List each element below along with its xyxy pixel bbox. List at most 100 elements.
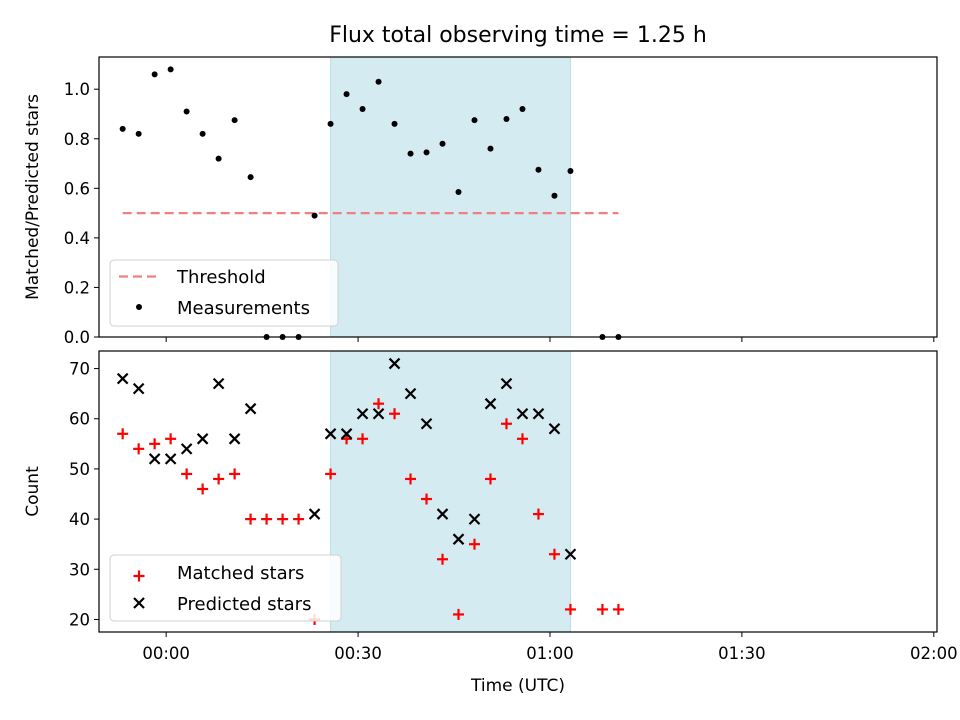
predicted-point [148,453,161,465]
matched-point [373,398,385,410]
legend-matched-label: Matched stars [177,563,304,584]
measurement-point [183,108,190,115]
matched-point [197,483,209,495]
legend-measurements-label: Measurements [177,298,310,319]
y-tick-label: 0.6 [64,179,90,198]
matched-point [612,603,624,615]
measurement-point [119,125,126,132]
x-axis-label: Time (UTC) [470,676,565,696]
ratio-panel-shaded-span [330,56,571,338]
predicted-point [116,372,129,385]
matched-point [500,418,512,430]
y-tick-label: 1.0 [64,80,90,99]
predicted-point [468,513,481,525]
measurement-point [247,174,254,181]
matched-point [229,468,241,480]
predicted-point [548,422,561,435]
predicted-point [228,433,241,445]
measurement-point [311,212,318,219]
x-tick-label: 02:00 [910,644,958,663]
predicted-point [308,508,321,520]
measurement-point [535,166,542,173]
matched-point [405,473,417,485]
measurement-point [471,117,478,124]
y-tick-label: 0.4 [64,229,90,248]
x-tick-label: 00:30 [334,644,382,663]
y-tick-label: 0.2 [64,278,90,297]
matched-point [437,553,449,565]
measurement-point [439,140,446,147]
matched-point [453,608,465,620]
predicted-point [404,387,417,400]
matched-point [564,603,576,615]
x-tick-label: 01:00 [526,644,574,663]
measurement-point [423,149,430,156]
x-tick-label: 00:00 [142,644,190,663]
predicted-point [388,357,401,370]
legend-measurements-swatch [136,304,142,310]
y-tick-label: 30 [69,560,90,579]
predicted-point [244,402,257,415]
count-y-axis-label: Count [23,466,43,517]
y-tick-label: 40 [69,510,90,529]
ratio-y-axis-label: Matched/Predicted stars [23,94,43,300]
matched-point [389,408,401,420]
x-tick-label: 01:30 [718,644,766,663]
matched-point [149,438,161,450]
predicted-point [372,407,385,420]
predicted-point [212,377,225,390]
count-panel-frame [98,350,938,633]
measurement-point [199,130,206,137]
predicted-point [132,382,145,395]
measurement-point [359,106,366,113]
measurement-point [231,117,238,124]
predicted-point [196,433,209,445]
matched-point [133,443,145,455]
measurement-point [455,189,462,196]
y-tick-label: 50 [69,460,90,479]
matched-point [213,473,225,485]
measurement-point [135,130,142,137]
count-panel-shaded-span [330,350,571,633]
measurement-point [167,66,174,73]
measurement-point [327,120,334,127]
y-tick-label: 20 [69,610,90,629]
measurement-point [503,115,510,122]
y-tick-label: 70 [69,360,90,379]
matched-point [261,513,273,525]
predicted-point [420,417,433,430]
predicted-point [340,428,353,440]
predicted-point [324,428,337,440]
matched-point [165,433,177,445]
legend-predicted-swatch [133,597,145,609]
ratio-panel-frame [98,56,938,338]
legend-threshold-label: Threshold [176,267,266,288]
predicted-point [452,533,465,545]
matched-point [325,468,337,480]
y-tick-label: 0.0 [64,328,90,347]
matched-point [357,433,369,445]
matched-point [277,513,289,525]
matched-point [181,468,193,480]
y-tick-label: 0.8 [64,130,90,149]
count-panel: 20 30 40 50 60 70 00:00 00:30 01:00 01:30 02:00 C… [23,350,958,696]
matched-point [421,493,433,505]
measurement-point [567,167,574,174]
measurement-point [343,91,350,98]
count-legend: Matched stars Predicted stars [109,554,342,622]
predicted-point [564,548,577,561]
measurement-point [375,78,382,85]
predicted-point [500,377,513,390]
measurement-point [551,192,558,199]
legend-matched-swatch [133,570,145,582]
count-legend-box [109,554,342,622]
measurement-point [391,120,398,127]
legend-predicted-label: Predicted stars [177,594,311,615]
ratio-legend-box [109,259,339,327]
matched-point [117,428,129,440]
predicted-point [164,453,177,465]
matched-point [596,603,608,615]
matched-point [532,508,544,520]
ratio-legend: Threshold Measurements [109,259,339,327]
